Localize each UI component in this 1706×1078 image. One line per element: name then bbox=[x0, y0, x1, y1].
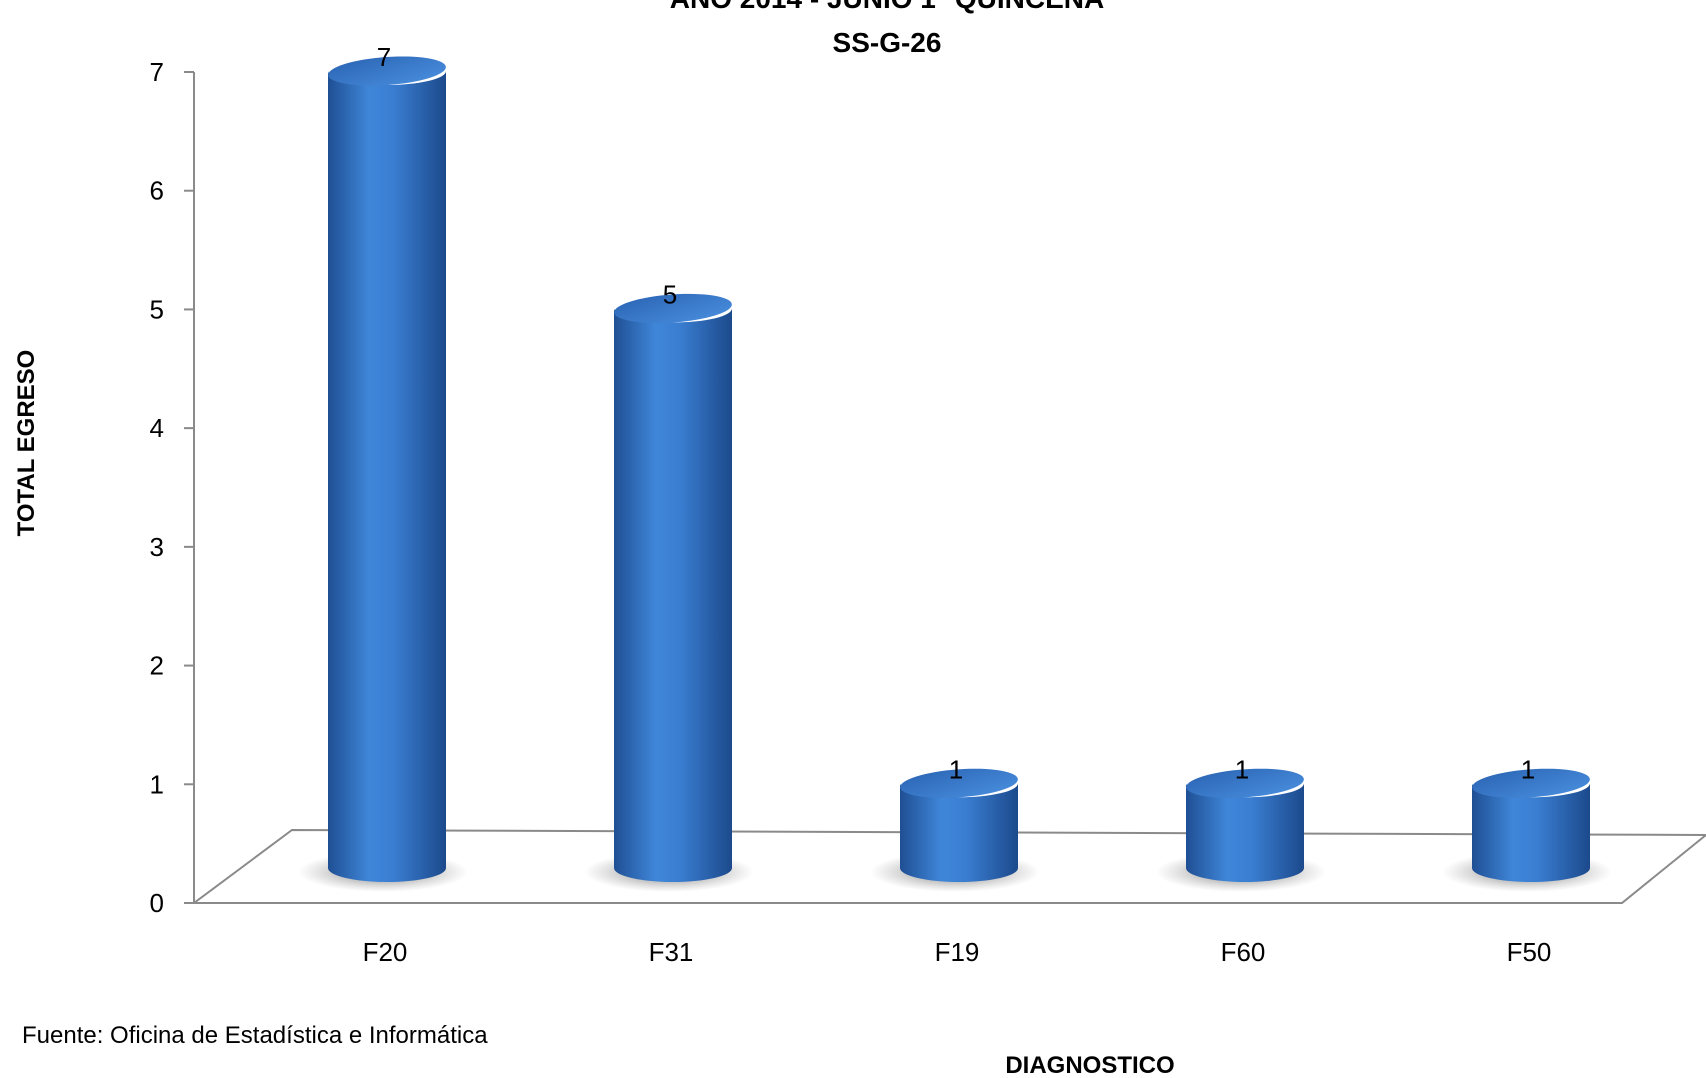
y-tick-label: 5 bbox=[150, 294, 164, 324]
category-label: F19 bbox=[935, 937, 980, 967]
chart-title-line1: AÑO 2014 - JUNIO 1° QUINCENA bbox=[670, 0, 1104, 14]
y-tick-label: 7 bbox=[150, 57, 164, 87]
bar-body bbox=[614, 308, 732, 882]
y-tick-label: 4 bbox=[150, 413, 164, 443]
bar-F60: 1 bbox=[1156, 754, 1326, 892]
bar-F19: 1 bbox=[870, 754, 1040, 892]
bar-top-cap bbox=[328, 56, 446, 86]
data-label: 5 bbox=[663, 279, 677, 309]
bar-top-cap bbox=[1472, 768, 1590, 798]
bar-F31: 5 bbox=[584, 279, 754, 892]
x-axis-title: DIAGNOSTICO bbox=[1005, 1052, 1174, 1078]
category-label: F31 bbox=[649, 937, 694, 967]
y-tick-label: 3 bbox=[150, 532, 164, 562]
bar-body bbox=[328, 71, 446, 882]
y-tick-label: 1 bbox=[150, 769, 164, 799]
bars-group: 7 5 1 1 1 bbox=[298, 42, 1612, 892]
data-label: 1 bbox=[1235, 754, 1249, 784]
data-label: 1 bbox=[1521, 754, 1535, 784]
data-label: 7 bbox=[377, 42, 391, 72]
y-tick-label: 0 bbox=[150, 888, 164, 918]
bar-F20: 7 bbox=[298, 42, 468, 892]
category-label: F20 bbox=[363, 937, 408, 967]
y-axis-title: TOTAL EGRESO bbox=[13, 350, 40, 537]
bar-top-cap bbox=[900, 768, 1018, 798]
bar-body bbox=[1472, 783, 1590, 882]
bar-body bbox=[1186, 783, 1304, 882]
category-label: F60 bbox=[1221, 937, 1266, 967]
chart-floor bbox=[190, 828, 1706, 904]
y-tick-label: 6 bbox=[150, 176, 164, 206]
bar-body bbox=[900, 783, 1018, 882]
category-labels: F20 F31 F19 F60 F50 bbox=[363, 937, 1552, 967]
y-axis-ticks: 0 1 2 3 4 5 6 7 bbox=[150, 57, 194, 918]
category-label: F50 bbox=[1507, 937, 1552, 967]
y-tick-label: 2 bbox=[150, 651, 164, 681]
chart-title-line2: SS-G-26 bbox=[833, 27, 942, 58]
source-note: Fuente: Oficina de Estadística e Informá… bbox=[22, 1022, 488, 1049]
bar-top-cap bbox=[614, 293, 732, 323]
bar-top-cap bbox=[1186, 768, 1304, 798]
data-label: 1 bbox=[949, 754, 963, 784]
bar-F50: 1 bbox=[1442, 754, 1612, 892]
